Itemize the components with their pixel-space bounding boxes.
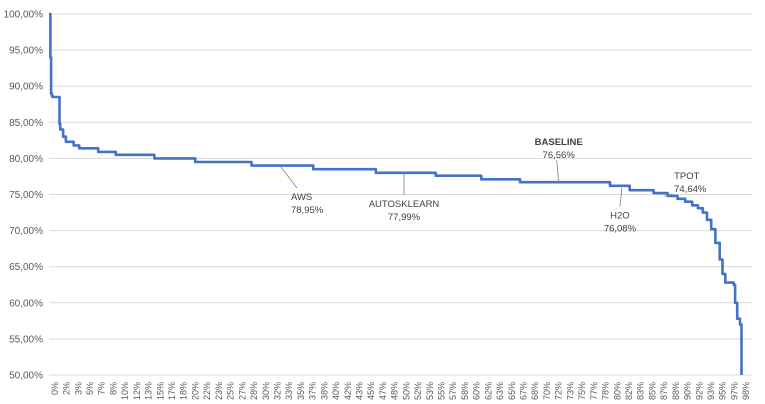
x-tick-label: 27% — [237, 382, 247, 400]
x-tick-label: 22% — [202, 382, 212, 400]
x-tick-label: 90% — [683, 382, 693, 400]
x-tick-label: 18% — [179, 382, 189, 400]
y-tick-label: 80,00% — [9, 154, 43, 165]
x-tick-label: 35% — [296, 382, 306, 400]
x-tick-label: 2% — [62, 382, 72, 395]
x-tick-label: 53% — [425, 382, 435, 400]
x-tick-label: 63% — [495, 382, 505, 400]
x-tick-label: 10% — [120, 382, 130, 400]
annotation-leader — [280, 166, 298, 189]
y-tick-label: 60,00% — [9, 298, 43, 309]
x-tick-label: 83% — [636, 382, 646, 400]
x-tick-label: 28% — [249, 382, 259, 400]
y-tick-label: 85,00% — [9, 118, 43, 129]
x-tick-label: 88% — [671, 382, 681, 400]
annotation-label: AWS — [291, 192, 312, 203]
x-tick-label: 47% — [378, 382, 388, 400]
x-tick-label: 55% — [437, 382, 447, 400]
x-tick-label: 48% — [390, 382, 400, 400]
annotation-value: 78,95% — [291, 205, 324, 216]
x-tick-label: 65% — [507, 382, 517, 400]
annotation-label: H2O — [610, 211, 630, 222]
y-tick-label: 55,00% — [9, 334, 43, 345]
x-axis-ticks: 0% 2% 3% 5% 7% 8% 10% 12% 13% 15% 17% 18% 20% 22% 23% 2… — [49, 374, 752, 400]
x-tick-label: 85% — [647, 382, 657, 400]
x-tick-label: 73% — [565, 382, 575, 400]
x-tick-label: 30% — [261, 382, 271, 400]
annotation-leader — [556, 160, 560, 183]
x-tick-label: 13% — [144, 382, 154, 400]
x-tick-label: 33% — [284, 382, 294, 400]
annotation-leader — [664, 193, 673, 197]
annotation-label: TPOT — [674, 171, 700, 182]
x-tick-label: 80% — [612, 382, 622, 400]
x-tick-label: 45% — [366, 382, 376, 400]
annotations: AWS 78,95% AUTOSKLEARN 77,99% BASELINE 76,56%… — [280, 137, 707, 235]
y-tick-label: 100,00% — [4, 10, 44, 21]
gridlines — [49, 13, 752, 376]
x-tick-label: 8% — [108, 382, 118, 395]
x-tick-label: 12% — [132, 382, 142, 400]
x-tick-label: 87% — [659, 382, 669, 400]
series-line-0 — [49, 12, 743, 375]
annotation-value: 76,08% — [604, 224, 637, 235]
y-tick-label: 95,00% — [9, 46, 43, 57]
x-tick-label: 67% — [519, 382, 529, 400]
x-tick-label: 58% — [460, 382, 470, 400]
x-tick-label: 3% — [73, 382, 83, 395]
x-tick-label: 78% — [601, 382, 611, 400]
x-tick-label: 60% — [472, 382, 482, 400]
x-tick-label: 15% — [155, 382, 165, 400]
x-tick-label: 5% — [85, 382, 95, 395]
x-tick-label: 40% — [331, 382, 341, 400]
x-tick-label: 95% — [718, 382, 728, 400]
y-tick-label: 50,00% — [9, 371, 43, 382]
x-tick-label: 72% — [554, 382, 564, 400]
x-tick-label: 20% — [190, 382, 200, 400]
x-tick-label: 52% — [413, 382, 423, 400]
x-tick-label: 38% — [319, 382, 329, 400]
x-tick-label: 17% — [167, 382, 177, 400]
x-tick-label: 32% — [272, 382, 282, 400]
y-tick-label: 75,00% — [9, 190, 43, 201]
x-tick-label: 0% — [50, 382, 60, 395]
y-tick-label: 70,00% — [9, 226, 43, 237]
annotation-value: 76,56% — [543, 150, 576, 161]
x-tick-label: 70% — [542, 382, 552, 400]
x-tick-label: 68% — [530, 382, 540, 400]
x-tick-label: 75% — [577, 382, 587, 400]
x-tick-label: 42% — [343, 382, 353, 400]
y-tick-label: 90,00% — [9, 82, 43, 93]
x-tick-label: 82% — [624, 382, 634, 400]
annotation-label: BASELINE — [535, 137, 583, 148]
x-tick-label: 98% — [741, 382, 751, 400]
x-tick-label: 7% — [97, 382, 107, 395]
y-axis-ticks: 50,00% 55,00% 60,00% 65,00% 70,00% 75,00% 80,0… — [4, 10, 44, 382]
annotation-value: 77,99% — [388, 212, 421, 223]
x-tick-label: 43% — [354, 382, 364, 400]
x-tick-label: 25% — [226, 382, 236, 400]
series-group — [49, 12, 743, 375]
annotation-label: AUTOSKLEARN — [369, 199, 440, 210]
x-tick-label: 62% — [483, 382, 493, 400]
x-tick-label: 57% — [448, 382, 458, 400]
x-tick-label: 92% — [694, 382, 704, 400]
x-tick-label: 50% — [401, 382, 411, 400]
annotation-leader — [619, 187, 623, 207]
x-tick-label: 37% — [308, 382, 318, 400]
x-tick-label: 77% — [589, 382, 599, 400]
x-tick-label: 23% — [214, 382, 224, 400]
x-tick-label: 93% — [706, 382, 716, 400]
x-tick-label: 97% — [729, 382, 739, 400]
y-tick-label: 65,00% — [9, 262, 43, 273]
annotation-value: 74,64% — [674, 184, 707, 195]
